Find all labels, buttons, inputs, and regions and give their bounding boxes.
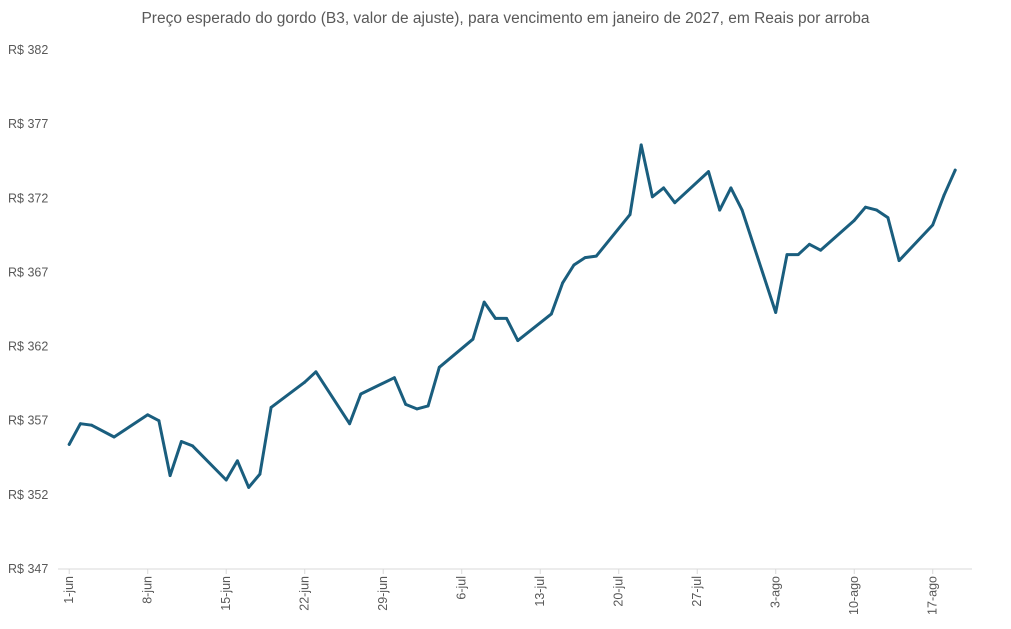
data-point [942,193,946,197]
data-point [673,201,677,205]
y-tick-label: R$ 362 [8,340,48,354]
data-point [662,186,665,190]
data-point [785,253,789,256]
data-point [796,253,800,256]
data-point [505,317,508,320]
data-point [774,311,778,314]
data-point [886,216,890,220]
x-tick-label: 3-ago [769,576,783,608]
data-point [359,392,363,396]
data-point [718,208,722,212]
data-point [236,459,239,463]
data-point [639,143,643,147]
data-point [819,248,822,252]
data-point [572,263,576,267]
y-tick-label: R$ 382 [8,43,48,57]
data-point [561,281,565,285]
data-point [931,223,935,227]
chart-title: Preço esperado do gordo (B3, valor de aj… [141,10,870,27]
x-tick-label: 15-jun [219,576,233,611]
data-point [594,254,598,258]
data-point [482,300,486,304]
data-point [404,403,408,406]
data-point [393,376,396,380]
x-tick-label: 8-jun [141,576,155,604]
data-point [875,208,879,212]
y-tick-label: R$ 352 [8,488,48,502]
data-point [168,474,172,477]
x-tick-label: 6-jul [455,576,469,600]
data-point [314,370,318,374]
y-tick-label: R$ 347 [8,562,48,576]
data-point [79,422,82,426]
data-point [426,404,430,408]
x-tick-label: 10-ago [847,576,861,615]
data-point [864,205,867,209]
x-tick-label: 22-jun [298,576,312,611]
data-point [437,365,441,369]
x-tick-label: 13-jul [533,576,547,607]
x-tick-label: 20-jul [612,576,626,607]
data-point [247,486,251,489]
data-point [224,478,228,482]
data-point [269,406,273,409]
data-point [67,443,71,446]
data-point [729,186,733,190]
y-tick-label: R$ 357 [8,414,48,428]
x-tick-label: 17-ago [926,576,940,615]
x-tick-label: 27-jul [690,576,704,607]
data-point [740,208,744,212]
data-point [494,317,497,320]
data-point [303,380,307,384]
data-point [628,213,632,217]
y-tick-label: R$ 367 [8,265,48,279]
data-point [112,435,116,439]
data-point [180,440,183,443]
data-point [415,407,419,411]
data-point [953,168,957,172]
data-point [90,423,93,427]
data-point [808,242,811,246]
data-point [191,444,195,448]
data-point [516,339,520,342]
data-point [897,259,901,262]
data-point [348,422,351,426]
x-tick-label: 1-jun [62,576,76,604]
data-point [651,195,654,199]
x-tick-label: 29-jun [376,576,390,611]
data-point [157,419,161,423]
data-point [707,170,710,174]
data-point [550,312,553,316]
data-point [146,413,150,417]
data-point [852,219,856,222]
series-line [67,143,957,489]
data-point [471,337,475,341]
data-point [583,256,587,259]
y-tick-label: R$ 377 [8,117,48,131]
y-tick-label: R$ 372 [8,191,48,205]
data-point [258,472,262,476]
